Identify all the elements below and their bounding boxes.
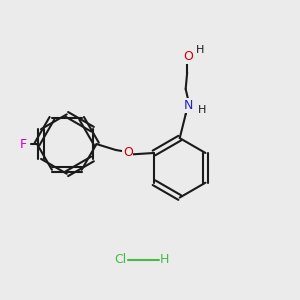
Text: Cl: Cl xyxy=(114,254,126,266)
Text: F: F xyxy=(20,138,27,151)
Text: H: H xyxy=(160,254,170,266)
Text: N: N xyxy=(184,99,193,112)
Text: H: H xyxy=(198,105,206,115)
Text: O: O xyxy=(123,146,133,160)
Text: H: H xyxy=(196,45,205,56)
Text: O: O xyxy=(184,50,194,63)
